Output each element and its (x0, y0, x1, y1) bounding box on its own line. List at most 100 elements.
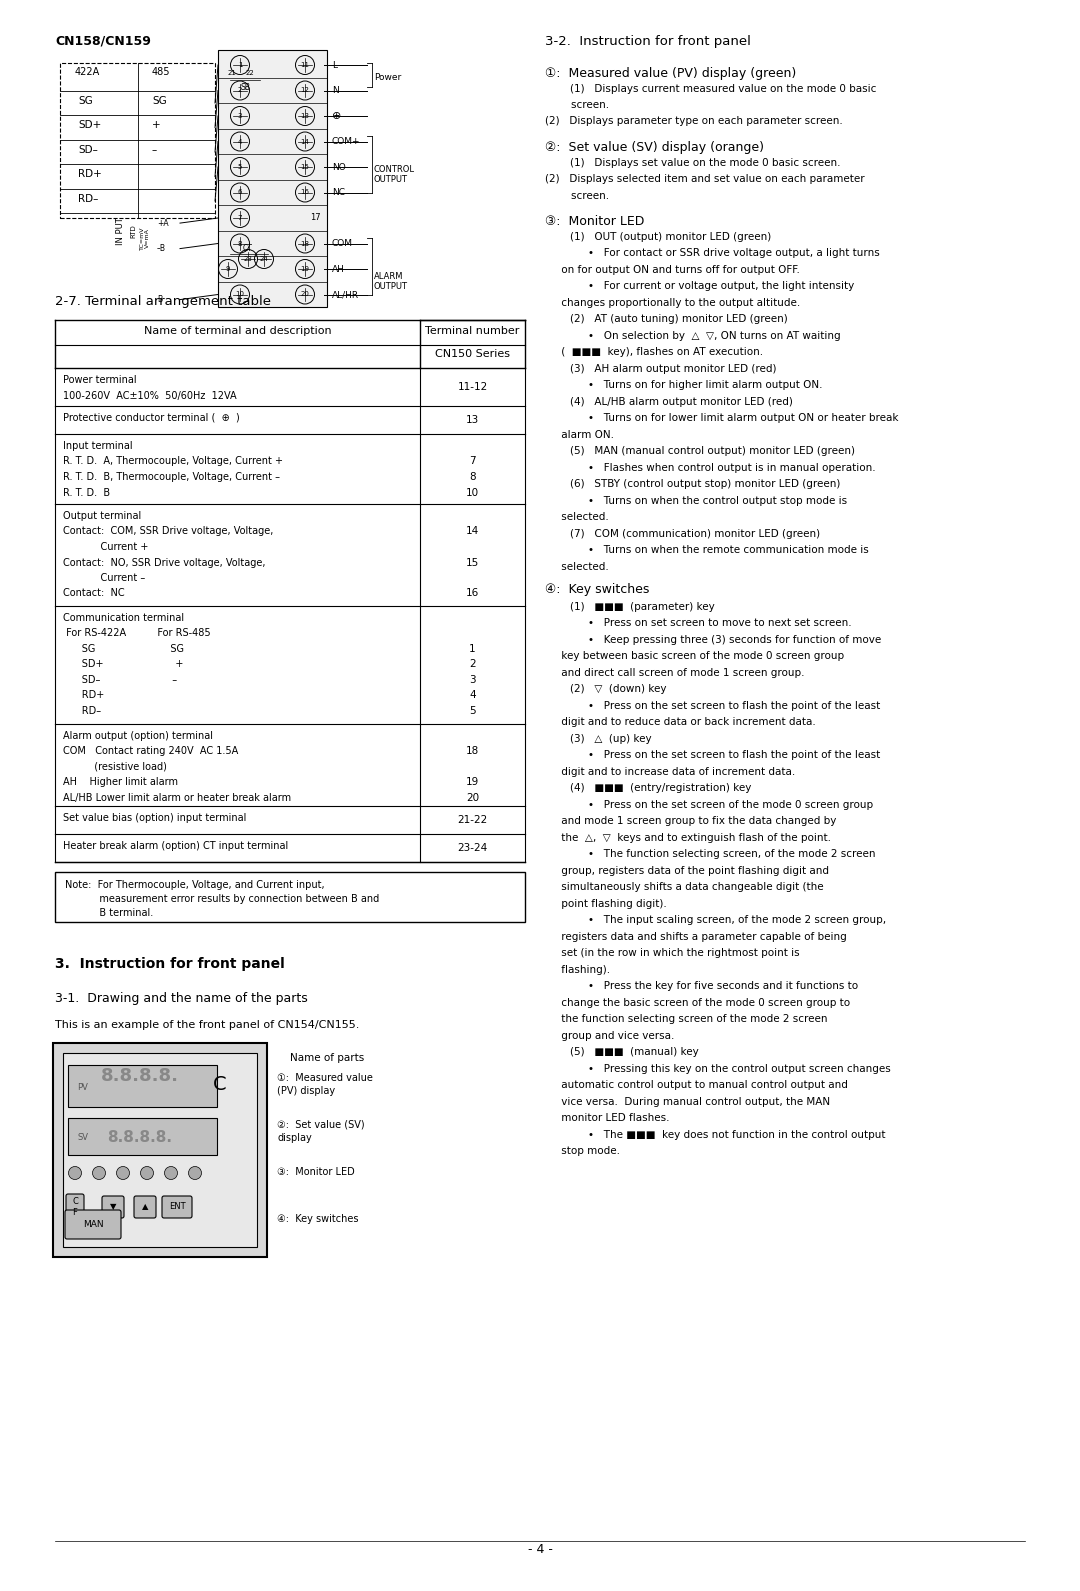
FancyBboxPatch shape (162, 1196, 192, 1219)
Text: ▲: ▲ (141, 1203, 148, 1211)
Text: 7: 7 (469, 457, 476, 466)
Text: –B: –B (157, 243, 166, 253)
Text: (1)   OUT (output) monitor LED (green): (1) OUT (output) monitor LED (green) (570, 232, 771, 242)
Text: SD–: SD– (78, 145, 98, 154)
Text: Terminal number: Terminal number (426, 326, 519, 336)
Text: SV: SV (77, 1133, 87, 1142)
Text: 8.8.8.8.: 8.8.8.8. (102, 1068, 179, 1085)
Text: ⊕: ⊕ (332, 111, 341, 121)
Text: simultaneously shifts a data changeable digit (the: simultaneously shifts a data changeable … (545, 881, 824, 893)
Text: ENT: ENT (168, 1203, 186, 1211)
Text: 485: 485 (152, 67, 171, 76)
Text: (resistive load): (resistive load) (63, 762, 167, 772)
Text: •   Turns on when the remote communication mode is: • Turns on when the remote communication… (588, 546, 868, 555)
Text: 2: 2 (238, 88, 242, 94)
Text: (4)   ■■■  (entry/registration) key: (4) ■■■ (entry/registration) key (570, 783, 752, 792)
Text: •   Turns on when the control output stop mode is: • Turns on when the control output stop … (588, 496, 847, 506)
Text: 17: 17 (310, 213, 321, 223)
Text: ④:  Key switches: ④: Key switches (545, 584, 649, 597)
Text: on for output ON and turns off for output OFF.: on for output ON and turns off for outpu… (545, 266, 800, 275)
Text: change the basic screen of the mode 0 screen group to: change the basic screen of the mode 0 sc… (545, 998, 850, 1007)
Text: (4)   AL/HB alarm output monitor LED (red): (4) AL/HB alarm output monitor LED (red) (570, 398, 793, 407)
Text: OUTPUT: OUTPUT (374, 282, 408, 291)
Text: •   Keep pressing three (3) seconds for function of move: • Keep pressing three (3) seconds for fu… (588, 635, 881, 644)
Text: Alarm output (option) terminal: Alarm output (option) terminal (63, 730, 213, 741)
Text: 4: 4 (238, 138, 242, 145)
Text: RD+: RD+ (63, 690, 105, 700)
Text: •   Turns on for lower limit alarm output ON or heater break: • Turns on for lower limit alarm output … (588, 414, 899, 423)
Text: changes proportionally to the output altitude.: changes proportionally to the output alt… (545, 298, 800, 309)
Text: (1)   ■■■  (parameter) key: (1) ■■■ (parameter) key (570, 601, 715, 611)
Text: 14: 14 (300, 138, 310, 145)
Text: selected.: selected. (545, 512, 609, 522)
Text: (7)   COM (communication) monitor LED (green): (7) COM (communication) monitor LED (gre… (570, 528, 820, 539)
FancyBboxPatch shape (65, 1211, 121, 1239)
Text: 422A: 422A (75, 67, 100, 76)
Text: Contact:  NC: Contact: NC (63, 589, 124, 598)
Text: 8: 8 (238, 240, 242, 247)
Text: 16: 16 (465, 589, 480, 598)
Text: •   Flashes when control output is in manual operation.: • Flashes when control output is in manu… (588, 463, 876, 473)
Text: •   Turns on for higher limit alarm output ON.: • Turns on for higher limit alarm output… (588, 380, 823, 390)
Text: •   On selection by  △  ▽, ON turns on AT waiting: • On selection by △ ▽, ON turns on AT wa… (588, 331, 840, 340)
Text: IN PUT: IN PUT (116, 216, 124, 245)
Text: •   For contact or SSR drive voltage output, a light turns: • For contact or SSR drive voltage outpu… (588, 248, 880, 258)
Text: TC=mV
V=mA: TC=mV V=mA (139, 226, 150, 250)
Text: (2)   Displays parameter type on each parameter screen.: (2) Displays parameter type on each para… (545, 116, 842, 127)
FancyBboxPatch shape (102, 1196, 124, 1219)
Text: the function selecting screen of the mode 2 screen: the function selecting screen of the mod… (545, 1013, 827, 1025)
Text: ③:  Monitor LED: ③: Monitor LED (276, 1168, 354, 1177)
Text: SD+                       +: SD+ + (63, 660, 184, 670)
Text: B: B (157, 294, 162, 304)
Text: Current –: Current – (63, 573, 145, 582)
Bar (55, 872, 525, 923)
FancyBboxPatch shape (134, 1196, 156, 1219)
Bar (218, 49, 327, 307)
Text: and direct call screen of mode 1 screen group.: and direct call screen of mode 1 screen … (545, 668, 805, 678)
Text: 3: 3 (469, 675, 476, 686)
Text: Output terminal: Output terminal (63, 511, 141, 520)
Text: (2)   AT (auto tuning) monitor LED (green): (2) AT (auto tuning) monitor LED (green) (570, 315, 787, 325)
Text: 8: 8 (469, 473, 476, 482)
FancyBboxPatch shape (68, 1064, 217, 1107)
Circle shape (68, 1166, 81, 1179)
Text: PV: PV (77, 1083, 87, 1091)
Text: (3)   △  (up) key: (3) △ (up) key (570, 733, 651, 743)
Text: 100-260V  AC±10%  50/60Hz  12VA: 100-260V AC±10% 50/60Hz 12VA (63, 390, 237, 401)
Text: 19: 19 (465, 778, 480, 788)
Text: and mode 1 screen group to fix the data changed by: and mode 1 screen group to fix the data … (545, 816, 836, 826)
Text: 2-7. Terminal arrangement table: 2-7. Terminal arrangement table (55, 294, 271, 309)
Text: 19: 19 (300, 266, 310, 272)
Text: 5: 5 (469, 706, 476, 716)
FancyBboxPatch shape (53, 1044, 267, 1257)
Text: (  ■■■  key), flashes on AT execution.: ( ■■■ key), flashes on AT execution. (545, 347, 764, 358)
Text: Power terminal: Power terminal (63, 375, 137, 385)
Text: registers data and shifts a parameter capable of being: registers data and shifts a parameter ca… (545, 932, 847, 942)
Text: 12: 12 (300, 88, 310, 94)
Text: 22: 22 (245, 70, 255, 76)
Text: 6: 6 (238, 189, 242, 196)
Text: (5)   MAN (manual control output) monitor LED (green): (5) MAN (manual control output) monitor … (570, 447, 855, 457)
Text: ▼: ▼ (110, 1203, 117, 1211)
Text: 18: 18 (465, 746, 480, 756)
Text: 3-2.  Instruction for front panel: 3-2. Instruction for front panel (545, 35, 751, 48)
Text: •   Press on the set screen to flash the point of the least: • Press on the set screen to flash the p… (588, 700, 880, 711)
Text: ①:  Measured value
(PV) display: ①: Measured value (PV) display (276, 1072, 373, 1096)
Text: CN158/CN159: CN158/CN159 (55, 35, 151, 48)
Text: SB: SB (240, 83, 249, 92)
Text: 11: 11 (300, 62, 310, 68)
Text: selected.: selected. (545, 562, 609, 573)
Text: (3)   AH alarm output monitor LED (red): (3) AH alarm output monitor LED (red) (570, 364, 777, 374)
Circle shape (117, 1166, 130, 1179)
Text: R. T. D.  B, Thermocouple, Voltage, Current –: R. T. D. B, Thermocouple, Voltage, Curre… (63, 473, 280, 482)
Text: 11-12: 11-12 (457, 382, 488, 391)
Text: •   Pressing this key on the control output screen changes: • Pressing this key on the control outpu… (588, 1064, 891, 1074)
Text: CT: CT (243, 243, 253, 253)
Text: •   Press on the set screen to flash the point of the least: • Press on the set screen to flash the p… (588, 749, 880, 760)
Text: 3: 3 (238, 113, 242, 119)
Text: - 4 -: - 4 - (527, 1543, 553, 1556)
Text: 10: 10 (235, 291, 244, 298)
Text: the  △,  ▽  keys and to extinguish flash of the point.: the △, ▽ keys and to extinguish flash of… (545, 832, 831, 843)
Text: •   Press the key for five seconds and it functions to: • Press the key for five seconds and it … (588, 982, 859, 991)
Circle shape (189, 1166, 202, 1179)
